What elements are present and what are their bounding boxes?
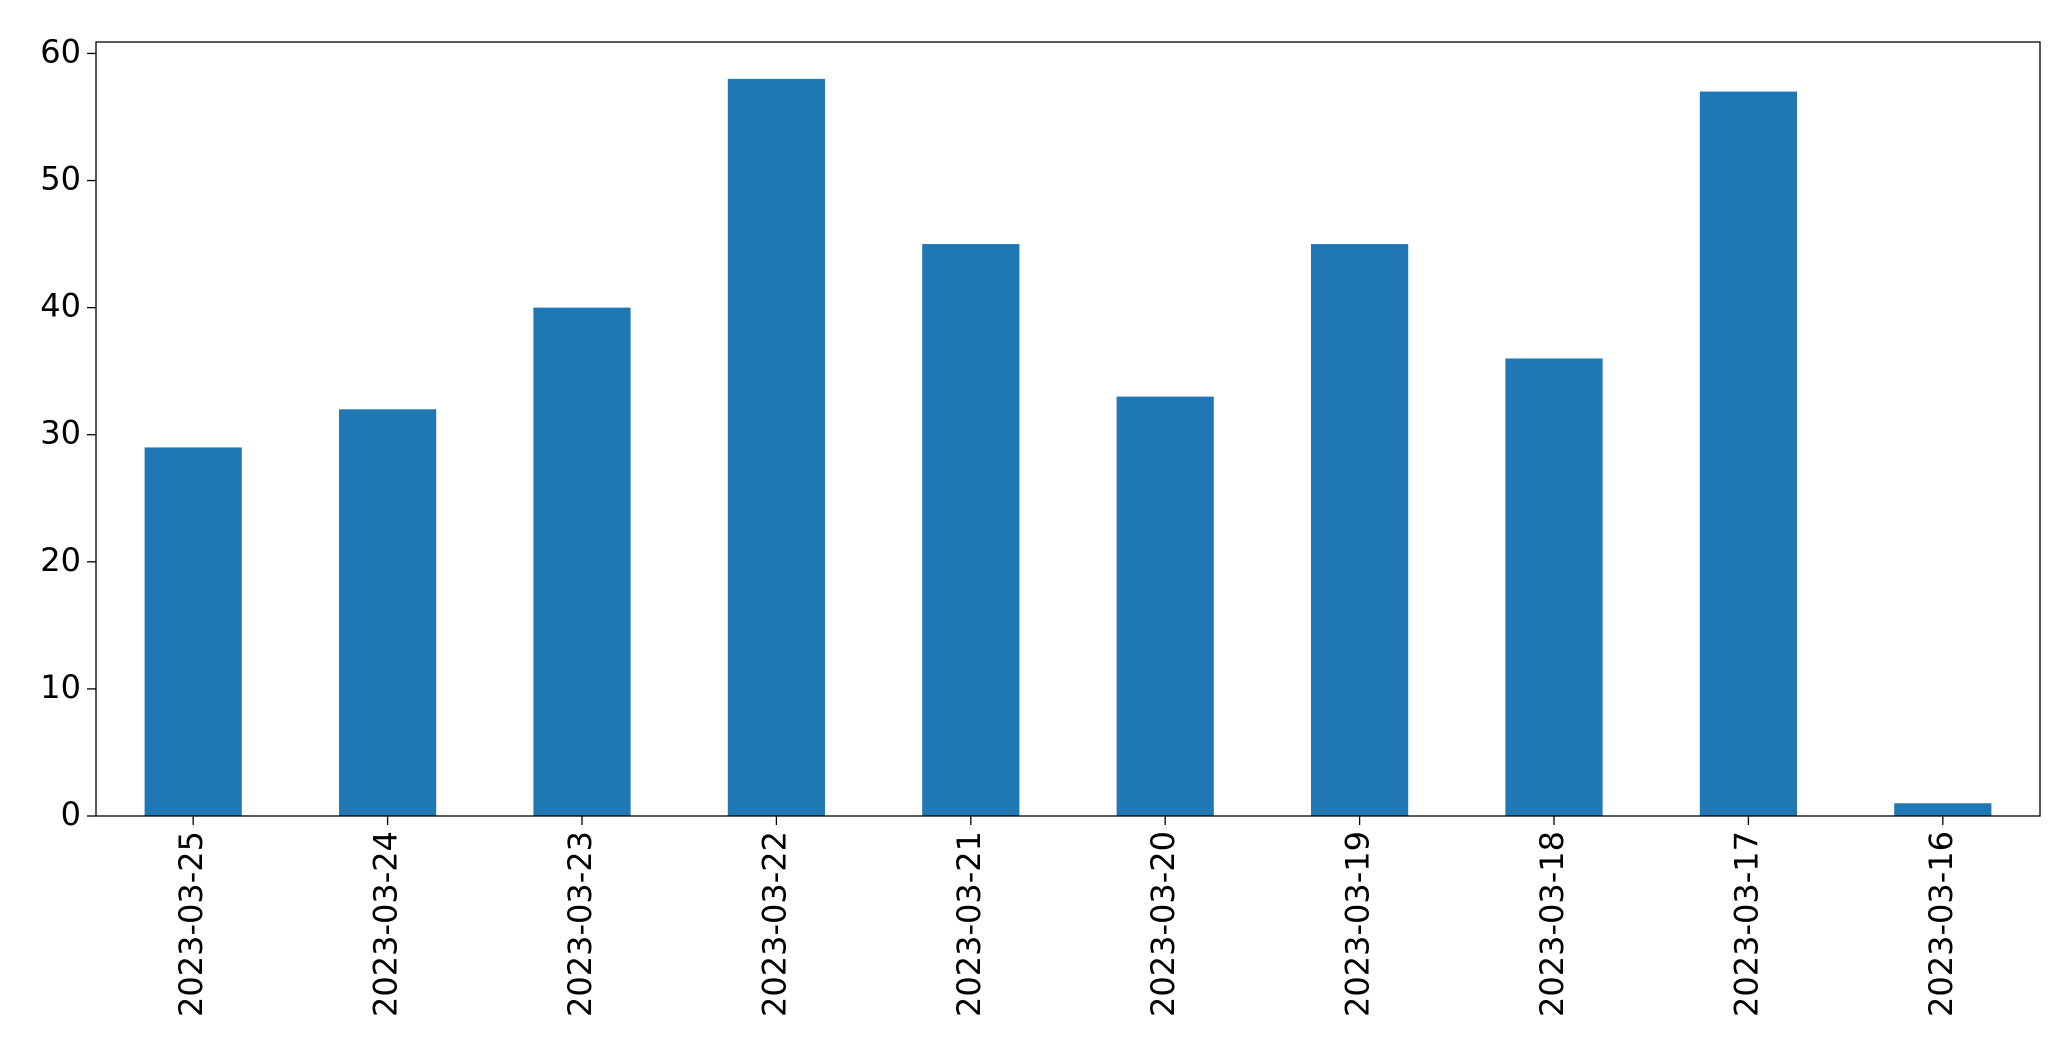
x-tick-label: 2023-03-23: [561, 831, 599, 1017]
x-tick-label: 2023-03-18: [1533, 831, 1571, 1017]
bar: [1894, 803, 1992, 816]
y-tick-label: 60: [40, 32, 81, 70]
bar: [339, 409, 437, 816]
bar: [533, 307, 631, 816]
y-tick-label: 50: [40, 160, 81, 198]
x-tick-label: 2023-03-19: [1339, 831, 1377, 1017]
x-tick-label: 2023-03-17: [1727, 831, 1765, 1017]
plot-frame: [95, 41, 2041, 817]
y-tick-label: 10: [40, 668, 81, 706]
y-tick-label: 20: [40, 541, 81, 579]
y-tick-label: 30: [40, 414, 81, 452]
bar: [1311, 244, 1409, 817]
x-tick-label: 2023-03-20: [1144, 831, 1182, 1017]
x-tick-label: 2023-03-22: [755, 831, 793, 1017]
bar: [1699, 91, 1797, 816]
x-tick-label: 2023-03-16: [1922, 831, 1960, 1017]
x-tick-label: 2023-03-25: [172, 831, 210, 1017]
bar: [922, 244, 1020, 817]
bar: [1116, 396, 1214, 816]
y-tick-label: 40: [40, 287, 81, 325]
bar: [727, 78, 825, 817]
x-tick-label: 2023-03-24: [367, 831, 405, 1017]
y-tick-label: 0: [61, 795, 81, 833]
bar: [1505, 358, 1603, 816]
x-tick-label: 2023-03-21: [950, 831, 988, 1017]
bar: [144, 447, 242, 816]
